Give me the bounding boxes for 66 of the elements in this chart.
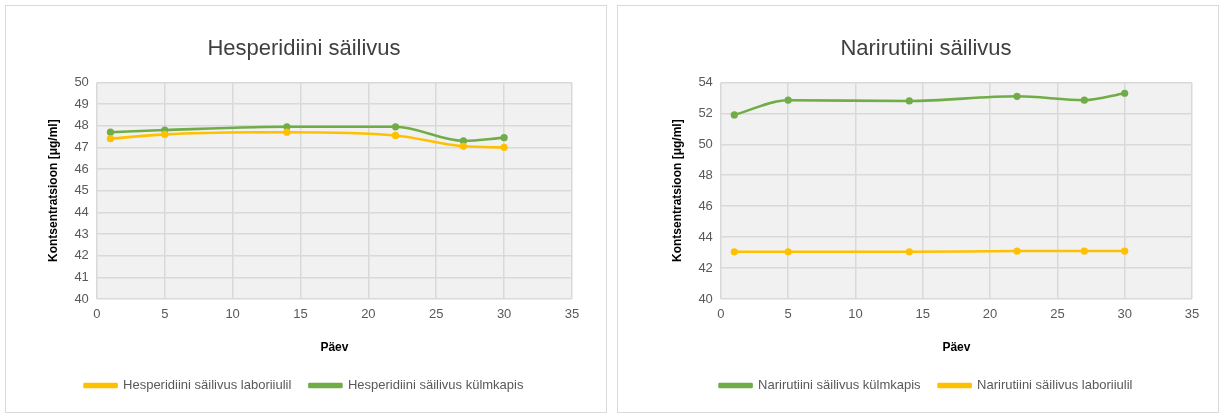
x-axis-title: Päev — [942, 340, 971, 355]
y-tick-label: 44 — [74, 203, 89, 219]
x-tick-label: 0 — [717, 306, 725, 322]
point — [784, 96, 792, 104]
y-tick-label: 48 — [74, 117, 89, 133]
x-tick-label: 5 — [161, 306, 169, 322]
y-tick-label: 42 — [698, 259, 713, 275]
x-tick-label: 10 — [848, 306, 863, 322]
point — [500, 143, 508, 151]
x-tick-label: 10 — [225, 306, 240, 322]
y-tick-label: 45 — [74, 182, 89, 198]
point — [459, 142, 467, 150]
point — [905, 97, 913, 105]
y-tick-label: 43 — [74, 225, 89, 241]
y-tick-label: 52 — [698, 104, 713, 120]
y-axis-title: Kontsentratsioon [μg/ml] — [669, 119, 684, 263]
x-tick-label: 35 — [564, 306, 580, 322]
y-tick-label: 46 — [698, 197, 713, 213]
x-tick-label: 15 — [915, 306, 931, 322]
point — [730, 111, 738, 119]
x-tick-label: 0 — [93, 306, 101, 322]
y-tick-label: 50 — [74, 73, 89, 89]
point — [1080, 96, 1088, 104]
y-tick-label: 49 — [74, 95, 89, 111]
point — [1013, 247, 1021, 255]
y-tick-label: 44 — [698, 228, 713, 244]
y-axis-title: Kontsentratsioon [μg/ml] — [45, 119, 60, 263]
x-tick-label: 20 — [361, 306, 376, 322]
point — [500, 134, 508, 142]
point — [106, 135, 115, 143]
y-tick-label: 41 — [74, 268, 89, 284]
point — [1080, 247, 1088, 255]
x-tick-label: 5 — [784, 306, 792, 322]
x-axis-title: Päev — [320, 340, 349, 355]
point — [161, 130, 169, 138]
y-tick-label: 50 — [698, 135, 713, 151]
y-tick-label: 47 — [74, 138, 89, 154]
chart-title: Narirutiini säilivus — [840, 35, 1012, 61]
point — [391, 131, 400, 140]
point — [1121, 89, 1129, 97]
x-tick-label: 30 — [496, 306, 512, 322]
x-tick-label: 20 — [982, 306, 998, 322]
legend-label: Hesperidiini säilivus laboriiulil — [123, 377, 292, 393]
legend-label: Narirutiini säilivus laboriiulil — [977, 377, 1133, 393]
y-tick-label: 40 — [74, 290, 89, 306]
point — [1121, 247, 1129, 255]
point — [784, 248, 792, 256]
x-tick-label: 35 — [1184, 306, 1200, 322]
chart-title: Hesperidiini säilivus — [207, 35, 401, 61]
point — [730, 248, 738, 256]
point — [391, 123, 400, 131]
y-tick-label: 42 — [74, 247, 89, 263]
point — [283, 128, 291, 136]
legend-label: Hesperidiini säilivus külmkapis — [347, 377, 524, 393]
point — [905, 248, 913, 256]
x-tick-label: 25 — [429, 306, 444, 322]
point — [106, 128, 115, 136]
y-tick-label: 40 — [698, 290, 713, 306]
y-tick-label: 48 — [698, 166, 713, 182]
legend-label: Narirutiini säilivus külmkapis — [758, 377, 922, 393]
x-tick-label: 15 — [293, 306, 308, 322]
x-tick-label: 25 — [1050, 306, 1065, 322]
x-tick-label: 30 — [1117, 306, 1132, 322]
y-tick-label: 46 — [74, 160, 89, 176]
point — [1013, 92, 1021, 100]
y-tick-label: 54 — [698, 73, 713, 89]
